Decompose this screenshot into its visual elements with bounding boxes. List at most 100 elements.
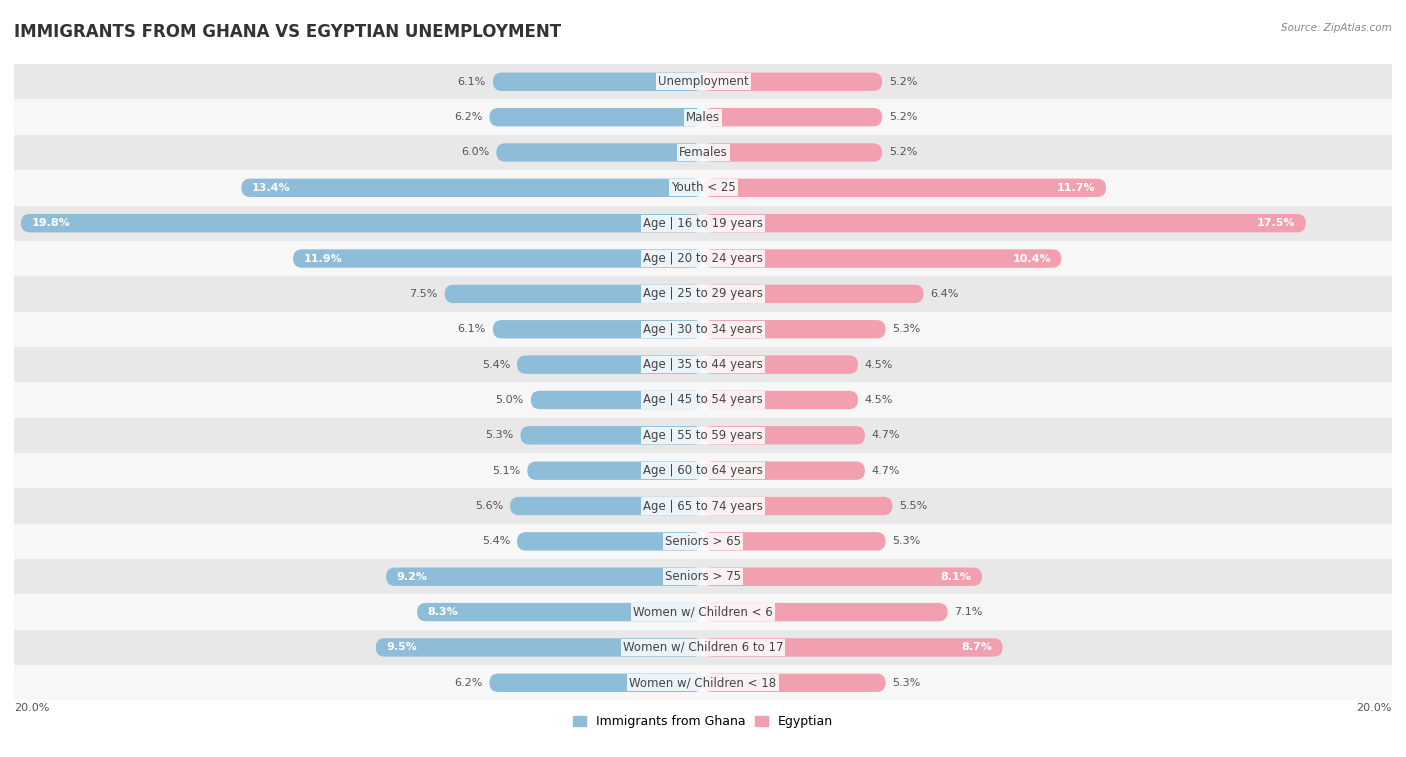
- Text: 6.2%: 6.2%: [454, 678, 482, 688]
- Text: 5.0%: 5.0%: [496, 395, 524, 405]
- Text: Women w/ Children < 6: Women w/ Children < 6: [633, 606, 773, 618]
- Text: 20.0%: 20.0%: [14, 703, 49, 713]
- Text: Age | 65 to 74 years: Age | 65 to 74 years: [643, 500, 763, 512]
- FancyBboxPatch shape: [703, 179, 1107, 197]
- Text: Age | 20 to 24 years: Age | 20 to 24 years: [643, 252, 763, 265]
- Text: 4.5%: 4.5%: [865, 360, 893, 369]
- Bar: [0, 347, 1406, 382]
- Text: 20.0%: 20.0%: [1357, 703, 1392, 713]
- Bar: [0, 135, 1406, 170]
- Text: Women w/ Children < 18: Women w/ Children < 18: [630, 676, 776, 690]
- Bar: [0, 559, 1406, 594]
- Text: 13.4%: 13.4%: [252, 183, 291, 193]
- Text: Seniors > 65: Seniors > 65: [665, 535, 741, 548]
- FancyBboxPatch shape: [520, 426, 703, 444]
- FancyBboxPatch shape: [489, 108, 703, 126]
- FancyBboxPatch shape: [703, 143, 882, 162]
- Bar: [0, 64, 1406, 99]
- FancyBboxPatch shape: [703, 356, 858, 374]
- Bar: [0, 276, 1406, 312]
- Text: 5.3%: 5.3%: [893, 678, 921, 688]
- Bar: [0, 99, 1406, 135]
- Bar: [0, 312, 1406, 347]
- FancyBboxPatch shape: [418, 603, 703, 621]
- Bar: [0, 205, 1406, 241]
- FancyBboxPatch shape: [703, 674, 886, 692]
- FancyBboxPatch shape: [703, 568, 981, 586]
- Text: Age | 16 to 19 years: Age | 16 to 19 years: [643, 217, 763, 229]
- Text: 5.3%: 5.3%: [485, 430, 513, 441]
- FancyBboxPatch shape: [703, 214, 1306, 232]
- Text: 7.1%: 7.1%: [955, 607, 983, 617]
- Text: 5.6%: 5.6%: [475, 501, 503, 511]
- FancyBboxPatch shape: [703, 108, 882, 126]
- FancyBboxPatch shape: [517, 532, 703, 550]
- Bar: [0, 241, 1406, 276]
- FancyBboxPatch shape: [496, 143, 703, 162]
- Bar: [0, 453, 1406, 488]
- Text: Seniors > 75: Seniors > 75: [665, 570, 741, 583]
- Text: 5.4%: 5.4%: [482, 537, 510, 547]
- Bar: [0, 665, 1406, 700]
- Text: Age | 30 to 34 years: Age | 30 to 34 years: [643, 322, 763, 336]
- FancyBboxPatch shape: [489, 674, 703, 692]
- Text: 5.2%: 5.2%: [889, 112, 917, 122]
- Text: Age | 55 to 59 years: Age | 55 to 59 years: [643, 428, 763, 442]
- Bar: [0, 630, 1406, 665]
- Text: 6.4%: 6.4%: [931, 289, 959, 299]
- FancyBboxPatch shape: [510, 497, 703, 516]
- FancyBboxPatch shape: [387, 568, 703, 586]
- FancyBboxPatch shape: [703, 285, 924, 303]
- FancyBboxPatch shape: [703, 497, 893, 516]
- Text: Males: Males: [686, 111, 720, 123]
- FancyBboxPatch shape: [527, 462, 703, 480]
- FancyBboxPatch shape: [375, 638, 703, 656]
- FancyBboxPatch shape: [703, 462, 865, 480]
- Text: 6.1%: 6.1%: [458, 324, 486, 335]
- Text: 9.5%: 9.5%: [387, 643, 418, 653]
- Text: 17.5%: 17.5%: [1257, 218, 1295, 228]
- FancyBboxPatch shape: [494, 320, 703, 338]
- Text: 8.1%: 8.1%: [941, 572, 972, 581]
- Text: 11.7%: 11.7%: [1057, 183, 1095, 193]
- FancyBboxPatch shape: [21, 214, 703, 232]
- Text: Females: Females: [679, 146, 727, 159]
- Text: 10.4%: 10.4%: [1012, 254, 1050, 263]
- FancyBboxPatch shape: [703, 320, 886, 338]
- Text: 5.1%: 5.1%: [492, 466, 520, 475]
- FancyBboxPatch shape: [444, 285, 703, 303]
- Text: Unemployment: Unemployment: [658, 75, 748, 89]
- FancyBboxPatch shape: [531, 391, 703, 409]
- Text: Age | 35 to 44 years: Age | 35 to 44 years: [643, 358, 763, 371]
- FancyBboxPatch shape: [292, 249, 703, 268]
- FancyBboxPatch shape: [703, 391, 858, 409]
- Text: Age | 60 to 64 years: Age | 60 to 64 years: [643, 464, 763, 477]
- FancyBboxPatch shape: [703, 426, 865, 444]
- Text: Age | 25 to 29 years: Age | 25 to 29 years: [643, 288, 763, 301]
- Text: 6.0%: 6.0%: [461, 148, 489, 157]
- Text: IMMIGRANTS FROM GHANA VS EGYPTIAN UNEMPLOYMENT: IMMIGRANTS FROM GHANA VS EGYPTIAN UNEMPL…: [14, 23, 561, 41]
- Text: 4.7%: 4.7%: [872, 466, 900, 475]
- FancyBboxPatch shape: [242, 179, 703, 197]
- Text: 5.3%: 5.3%: [893, 537, 921, 547]
- Bar: [0, 418, 1406, 453]
- FancyBboxPatch shape: [703, 249, 1062, 268]
- Text: 9.2%: 9.2%: [396, 572, 427, 581]
- Text: Youth < 25: Youth < 25: [671, 182, 735, 195]
- Text: 7.5%: 7.5%: [409, 289, 437, 299]
- Text: 19.8%: 19.8%: [31, 218, 70, 228]
- Bar: [0, 170, 1406, 205]
- Text: 5.2%: 5.2%: [889, 76, 917, 87]
- Text: Source: ZipAtlas.com: Source: ZipAtlas.com: [1281, 23, 1392, 33]
- Text: 4.7%: 4.7%: [872, 430, 900, 441]
- Text: 5.2%: 5.2%: [889, 148, 917, 157]
- Text: 6.1%: 6.1%: [458, 76, 486, 87]
- FancyBboxPatch shape: [517, 356, 703, 374]
- Legend: Immigrants from Ghana, Egyptian: Immigrants from Ghana, Egyptian: [568, 710, 838, 733]
- Text: Women w/ Children 6 to 17: Women w/ Children 6 to 17: [623, 641, 783, 654]
- Text: 5.5%: 5.5%: [900, 501, 928, 511]
- Text: Age | 45 to 54 years: Age | 45 to 54 years: [643, 394, 763, 407]
- FancyBboxPatch shape: [703, 603, 948, 621]
- Text: 4.5%: 4.5%: [865, 395, 893, 405]
- Text: 11.9%: 11.9%: [304, 254, 342, 263]
